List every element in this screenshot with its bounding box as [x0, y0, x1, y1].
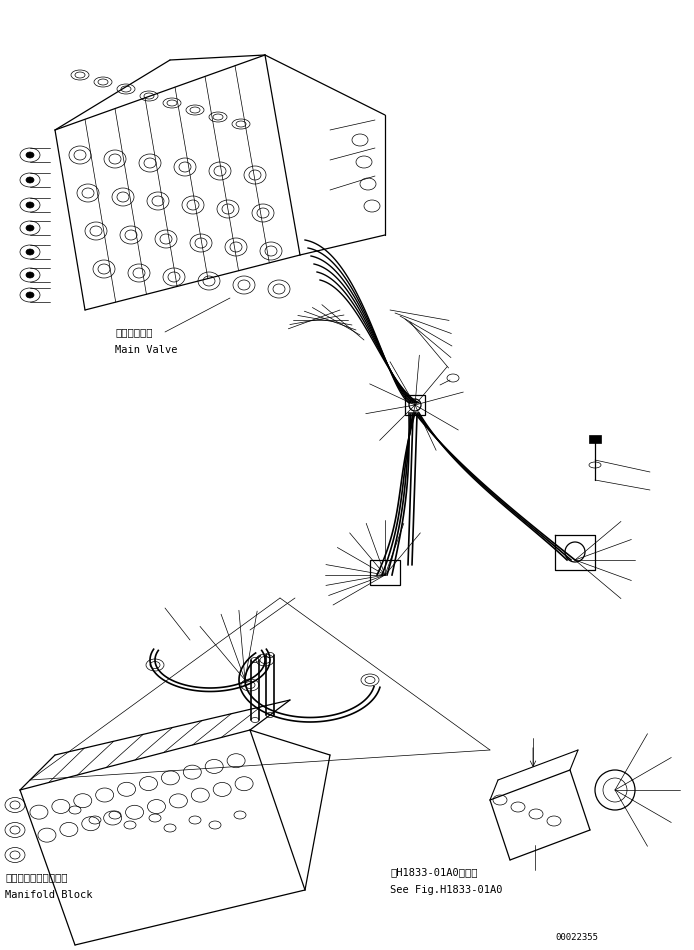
Ellipse shape [26, 249, 34, 255]
Text: メインバルブ: メインバルブ [115, 327, 153, 337]
Ellipse shape [26, 272, 34, 278]
Text: Main Valve: Main Valve [115, 345, 178, 355]
Bar [589, 435, 601, 443]
Bar [370, 560, 400, 585]
Ellipse shape [26, 292, 34, 298]
Text: マニホールドブロック: マニホールドブロック [5, 872, 67, 882]
Ellipse shape [26, 225, 34, 231]
Text: 00022355: 00022355 [555, 933, 598, 942]
Text: See Fig.H1833-01A0: See Fig.H1833-01A0 [390, 885, 502, 895]
Bar [405, 395, 425, 415]
Text: 第H1833-01A0図参照: 第H1833-01A0図参照 [390, 867, 477, 877]
Ellipse shape [26, 202, 34, 208]
Ellipse shape [26, 152, 34, 158]
Text: Manifold Block: Manifold Block [5, 890, 92, 900]
Ellipse shape [26, 177, 34, 183]
